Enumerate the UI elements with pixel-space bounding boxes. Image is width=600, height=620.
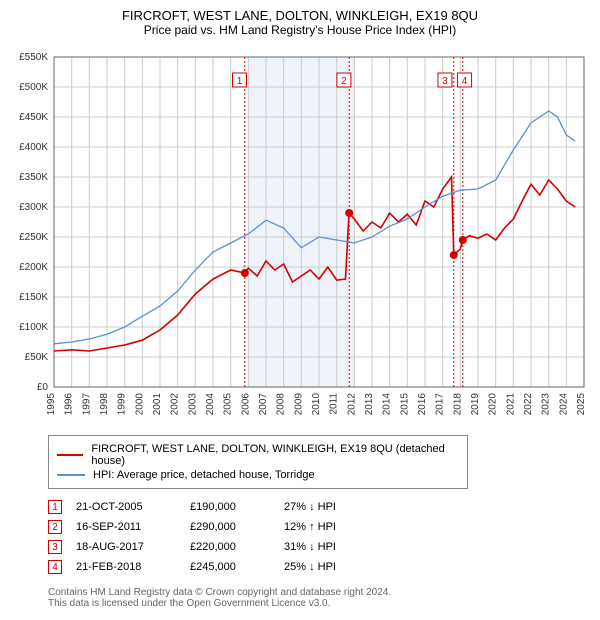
- legend-swatch-hpi: [57, 474, 85, 476]
- legend-item: FIRCROFT, WEST LANE, DOLTON, WINKLEIGH, …: [57, 442, 459, 468]
- svg-text:2006: 2006: [240, 393, 251, 416]
- legend-swatch-property: [57, 454, 83, 456]
- legend-label: FIRCROFT, WEST LANE, DOLTON, WINKLEIGH, …: [91, 443, 459, 467]
- svg-text:2024: 2024: [558, 393, 569, 416]
- svg-text:£300K: £300K: [19, 202, 48, 213]
- svg-text:£250K: £250K: [19, 232, 48, 243]
- legend-item: HPI: Average price, detached house, Torr…: [57, 468, 459, 482]
- footer-line: This data is licensed under the Open Gov…: [48, 598, 592, 609]
- svg-text:1999: 1999: [117, 393, 128, 416]
- svg-text:£550K: £550K: [19, 52, 48, 63]
- svg-text:2017: 2017: [435, 393, 446, 416]
- svg-text:3: 3: [442, 76, 448, 87]
- svg-text:2018: 2018: [452, 393, 463, 416]
- svg-text:2013: 2013: [364, 393, 375, 416]
- event-date: 16-SEP-2011: [76, 521, 176, 533]
- event-marker-box: 3: [48, 540, 62, 554]
- event-marker-box: 4: [48, 560, 62, 574]
- event-date: 18-AUG-2017: [76, 541, 176, 553]
- svg-text:2000: 2000: [134, 393, 145, 416]
- svg-text:2001: 2001: [152, 393, 163, 416]
- svg-text:2008: 2008: [276, 393, 287, 416]
- event-row: 2 16-SEP-2011 £290,000 12% ↑ HPI: [48, 517, 592, 537]
- svg-text:2020: 2020: [488, 393, 499, 416]
- svg-text:4: 4: [462, 76, 468, 87]
- events-table: 1 21-OCT-2005 £190,000 27% ↓ HPI 2 16-SEP-201…: [48, 497, 592, 577]
- svg-text:1: 1: [237, 76, 243, 87]
- svg-text:£50K: £50K: [25, 352, 49, 363]
- svg-text:1998: 1998: [99, 393, 110, 416]
- svg-text:2023: 2023: [541, 393, 552, 416]
- svg-text:1997: 1997: [81, 393, 92, 416]
- svg-text:£350K: £350K: [19, 172, 48, 183]
- svg-text:£0: £0: [37, 382, 49, 393]
- svg-text:2010: 2010: [311, 393, 322, 416]
- event-price: £245,000: [190, 561, 270, 573]
- svg-text:2: 2: [341, 76, 347, 87]
- svg-text:£450K: £450K: [19, 112, 48, 123]
- svg-text:2025: 2025: [576, 393, 587, 416]
- svg-text:2009: 2009: [293, 393, 304, 416]
- svg-text:2002: 2002: [170, 393, 181, 416]
- event-marker-box: 2: [48, 520, 62, 534]
- event-marker-box: 1: [48, 500, 62, 514]
- footer-line: Contains HM Land Registry data © Crown c…: [48, 587, 592, 598]
- svg-text:2014: 2014: [382, 393, 393, 416]
- event-row: 3 18-AUG-2017 £220,000 31% ↓ HPI: [48, 537, 592, 557]
- legend-box: FIRCROFT, WEST LANE, DOLTON, WINKLEIGH, …: [48, 435, 468, 489]
- event-price: £220,000: [190, 541, 270, 553]
- event-price: £290,000: [190, 521, 270, 533]
- event-row: 1 21-OCT-2005 £190,000 27% ↓ HPI: [48, 497, 592, 517]
- event-date: 21-FEB-2018: [76, 561, 176, 573]
- svg-text:£400K: £400K: [19, 142, 48, 153]
- event-pct: 27% ↓ HPI: [284, 501, 374, 513]
- svg-text:£500K: £500K: [19, 82, 48, 93]
- svg-text:2005: 2005: [223, 393, 234, 416]
- event-pct: 12% ↑ HPI: [284, 521, 374, 533]
- svg-text:2019: 2019: [470, 393, 481, 416]
- svg-text:2022: 2022: [523, 393, 534, 416]
- svg-text:2003: 2003: [187, 393, 198, 416]
- svg-text:£200K: £200K: [19, 262, 48, 273]
- chart-subtitle: Price paid vs. HM Land Registry's House …: [8, 23, 592, 37]
- svg-text:2011: 2011: [329, 393, 340, 415]
- svg-text:1995: 1995: [46, 393, 57, 416]
- chart-title: FIRCROFT, WEST LANE, DOLTON, WINKLEIGH, …: [8, 8, 592, 23]
- legend-label: HPI: Average price, detached house, Torr…: [93, 469, 315, 481]
- event-pct: 25% ↓ HPI: [284, 561, 374, 573]
- chart-container: £0 £50K £100K £150K £200K £250K £300K £350K £400…: [8, 47, 592, 427]
- svg-text:2012: 2012: [346, 393, 357, 416]
- price-chart: £0 £50K £100K £150K £200K £250K £300K £350K £400…: [8, 47, 592, 427]
- event-price: £190,000: [190, 501, 270, 513]
- svg-text:1996: 1996: [64, 393, 75, 416]
- event-row: 4 21-FEB-2018 £245,000 25% ↓ HPI: [48, 557, 592, 577]
- event-pct: 31% ↓ HPI: [284, 541, 374, 553]
- svg-text:2015: 2015: [399, 393, 410, 416]
- footer-attribution: Contains HM Land Registry data © Crown c…: [48, 587, 592, 609]
- svg-text:2016: 2016: [417, 393, 428, 416]
- event-date: 21-OCT-2005: [76, 501, 176, 513]
- svg-text:2004: 2004: [205, 393, 216, 416]
- svg-text:£100K: £100K: [19, 322, 48, 333]
- svg-text:2021: 2021: [505, 393, 516, 416]
- svg-text:£150K: £150K: [19, 292, 48, 303]
- svg-text:2007: 2007: [258, 393, 269, 416]
